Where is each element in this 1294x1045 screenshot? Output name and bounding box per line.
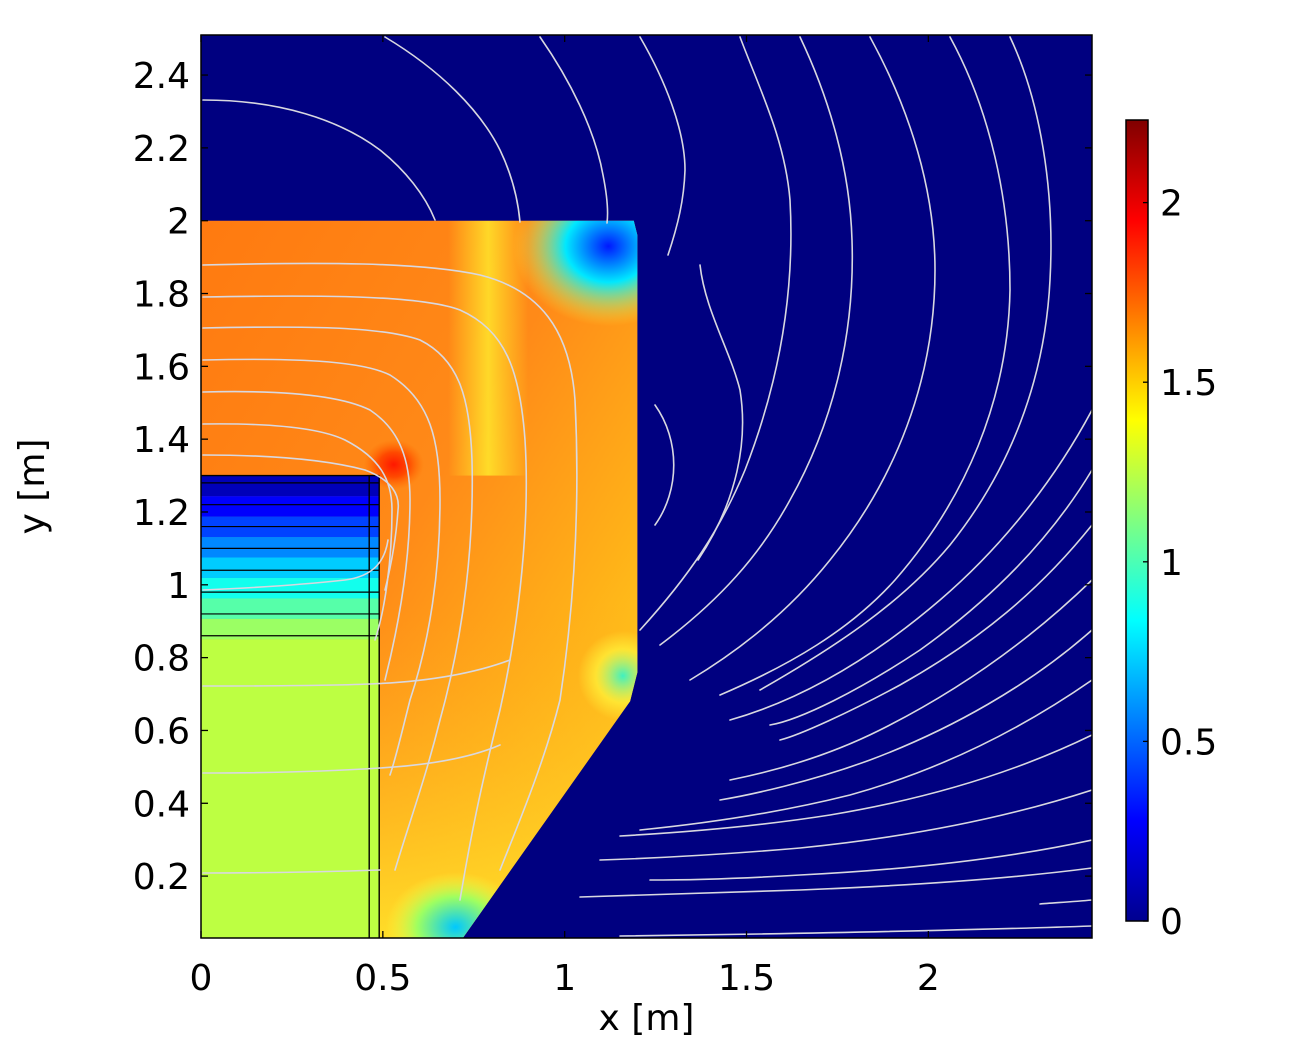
x-tick-label: 0 [190, 958, 213, 999]
x-tick-label: 1.5 [718, 958, 775, 999]
streamline [729, 579, 1092, 781]
streamline [719, 629, 1092, 801]
y-axis-label: y [m] [12, 439, 53, 535]
colorbar-gradient [1125, 119, 1149, 922]
y-tick-label: 2 [167, 202, 190, 243]
colorbar: 0 0.5 1 1.5 2 [1125, 119, 1217, 943]
streamline [202, 869, 381, 874]
colorbar-tick-label: 2 [1160, 184, 1183, 225]
streamline [202, 744, 501, 774]
streamline [202, 659, 511, 687]
y-tick-label: 1 [167, 566, 190, 607]
y-tick-label: 1.2 [133, 493, 190, 534]
streamline [759, 36, 1052, 691]
streamline [619, 734, 1092, 837]
colorbar-tick-label: 0.5 [1160, 722, 1217, 763]
streamline [639, 679, 1092, 831]
streamline [202, 326, 474, 871]
colorbar-tick-label: 0 [1160, 902, 1183, 943]
streamline [579, 867, 1092, 898]
coil-band [201, 537, 380, 558]
y-tick-label: 1.6 [133, 347, 190, 388]
colorbar-ticks: 0 0.5 1 1.5 2 [1143, 184, 1217, 943]
streamline [539, 36, 609, 224]
streamline [202, 454, 400, 591]
x-axis-label: x [m] [599, 998, 695, 1039]
y-tick-label: 1.8 [133, 275, 190, 316]
coil-band [201, 577, 380, 599]
x-axis-ticks: 0 0.5 1 1.5 2 [190, 35, 940, 999]
coil-band [201, 598, 380, 619]
streamline [202, 262, 578, 871]
y-tick-label: 0.4 [133, 784, 190, 825]
y-tick-label: 1.4 [133, 420, 190, 461]
streamline [769, 469, 1092, 726]
streamline [599, 789, 1092, 861]
streamline [649, 839, 1092, 881]
plot-frame [200, 34, 1093, 939]
streamline [202, 358, 441, 776]
coil-band [201, 496, 380, 517]
hot-spot [513, 220, 638, 327]
streamline [639, 36, 792, 631]
streamline [202, 539, 389, 591]
y-tick-label: 0.2 [133, 857, 190, 898]
x-tick-label: 0.5 [354, 958, 411, 999]
colorbar-tick-label: 1.5 [1160, 363, 1217, 404]
x-tick-label: 2 [917, 958, 940, 999]
coil-band [201, 475, 380, 497]
streamline [202, 295, 528, 901]
field-streamlines [202, 36, 1092, 937]
x-tick-label: 1 [553, 958, 576, 999]
y-tick-label: 0.6 [133, 711, 190, 752]
y-tick-label: 2.4 [133, 56, 190, 97]
streamline [639, 36, 686, 256]
streamline [729, 409, 1092, 721]
streamline [202, 390, 411, 681]
coil-band [201, 618, 380, 640]
y-tick-label: 2.2 [133, 129, 190, 170]
streamline [654, 404, 675, 526]
streamline [719, 36, 1011, 696]
coil-block [201, 639, 380, 938]
streamline [1039, 899, 1092, 905]
y-axis-ticks: 0.2 0.4 0.6 0.8 1 1.2 1.4 1.6 1.8 2 2.2 2.4 [133, 56, 1092, 898]
streamline [619, 925, 1092, 937]
streamline [779, 524, 1092, 741]
streamline [202, 99, 436, 221]
coil-region [201, 474, 380, 938]
streamline [697, 264, 744, 561]
y-tick-label: 0.8 [133, 639, 190, 680]
streamline [689, 36, 936, 681]
colorbar-tick-label: 1 [1160, 543, 1183, 584]
hot-spot [577, 630, 638, 721]
streamline [659, 36, 854, 646]
plot-area [200, 34, 1093, 939]
streamline [384, 36, 521, 223]
coil-band [201, 557, 380, 578]
